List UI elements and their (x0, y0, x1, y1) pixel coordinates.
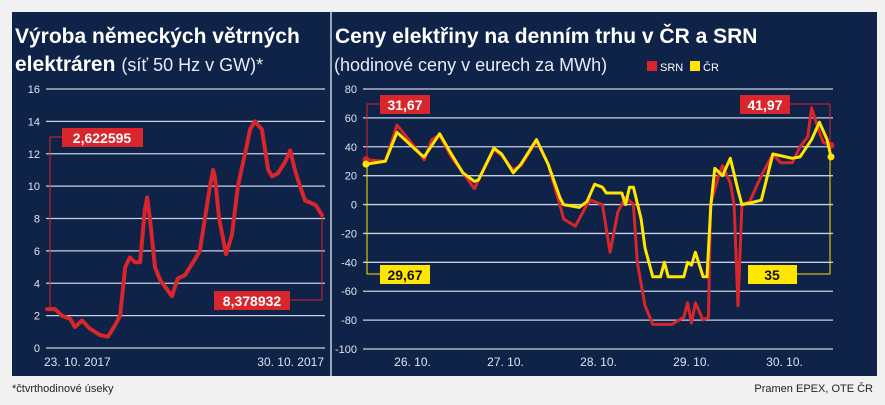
y-tick-label: 60 (345, 113, 357, 125)
y-tick-label: 20 (345, 171, 357, 183)
y-tick-label: -60 (341, 286, 357, 298)
series-end-point (827, 153, 835, 161)
cr-start-label-box (380, 265, 430, 284)
y-tick-label: 12 (28, 149, 40, 161)
y-tick-label: -20 (341, 228, 357, 240)
wind-title-unit: (síť 50 Hz v GW)* (121, 55, 263, 75)
wind-gridlines: 0 2 4 6 8 10 12 14 16 23. 10. 2017 30. 10. 2017 (28, 84, 325, 369)
y-tick-label: -100 (335, 344, 357, 356)
srn-start-label: 31,67 (387, 97, 422, 113)
series-start-point (362, 160, 370, 168)
series-layer (45, 106, 835, 339)
wind-end-label-box (214, 291, 290, 310)
price-gridlines: -100 -80 -60 -40 -20 0 20 40 60 80 26. 10. 27. 10. 2… (335, 84, 833, 369)
y-tick-label: 16 (28, 84, 40, 96)
cr-end-label: 35 (764, 267, 780, 283)
wind-end-connector (290, 212, 323, 301)
y-tick-label: -40 (341, 257, 357, 269)
legend-swatch-srn (647, 61, 657, 71)
x-tick-label: 30. 10. (766, 355, 803, 369)
y-tick-label: 0 (351, 200, 357, 212)
srn-start-label-box (380, 95, 430, 114)
price-title: Ceny elektřiny na denním trhu v ČR a SRN (335, 24, 757, 48)
y-tick-label: 80 (345, 84, 357, 96)
y-tick-label: 6 (34, 246, 40, 258)
series-line-srn-0 (45, 119, 324, 339)
srn-end-label: 41,97 (747, 97, 782, 113)
wind-start-label: 2,622595 (73, 130, 132, 146)
x-tick-label: 23. 10. 2017 (44, 355, 111, 369)
x-tick-label: 28. 10. (580, 355, 617, 369)
x-tick-label: 29. 10. (673, 355, 710, 369)
legend-swatch-cr (690, 61, 700, 71)
x-tick-label: 26. 10. (394, 355, 431, 369)
y-tick-label: 14 (28, 116, 40, 128)
wind-title-bold: elektráren (15, 53, 115, 76)
wind-start-label-box (62, 128, 143, 147)
price-subtitle: (hodinové ceny v eurech za MWh) (334, 55, 607, 75)
y-tick-label: 0 (34, 343, 40, 355)
srn-end-connector (790, 103, 831, 145)
cr-end-connector (797, 158, 831, 275)
x-tick-label: 30. 10. 2017 (257, 355, 324, 369)
y-tick-label: 8 (34, 214, 40, 226)
series-line-cr-1 (364, 120, 833, 279)
y-tick-label: 2 (34, 311, 40, 323)
x-tick-label: 27. 10. (487, 355, 524, 369)
wind-end-label: 8,378932 (223, 293, 282, 309)
wind-title-line2: elektráren (síť 50 Hz v GW)* (15, 53, 263, 76)
cr-end-label-box (748, 265, 797, 284)
y-tick-label: -80 (341, 315, 357, 327)
series-line-srn-1 (364, 106, 833, 326)
srn-end-label-box (740, 95, 790, 114)
srn-start-connector (366, 103, 380, 160)
cr-start-connector (366, 165, 380, 275)
source-note: Pramen EPEX, OTE ČR (754, 382, 873, 395)
wind-title-line1: Výroba německých větrných (15, 25, 300, 48)
y-tick-label: 10 (28, 181, 40, 193)
y-tick-label: 40 (345, 142, 357, 154)
footnote: *čtvrthodinové úseky (12, 383, 114, 395)
legend-label-srn: SRN (660, 62, 683, 74)
wind-start-connector (49, 136, 62, 310)
legend-label-cr: ČR (703, 61, 719, 74)
y-tick-label: 4 (34, 278, 40, 290)
cr-start-label: 29,67 (387, 267, 422, 283)
